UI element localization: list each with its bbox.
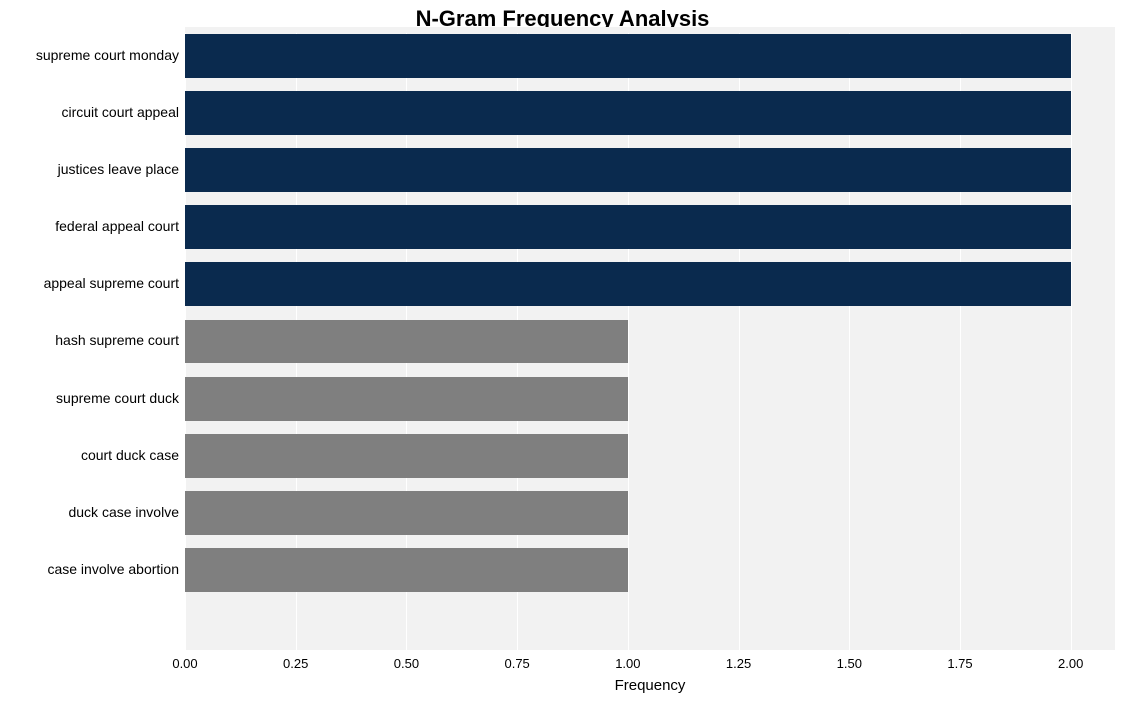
y-tick-label: federal appeal court	[0, 218, 179, 234]
chart-container: N-Gram Frequency Analysis Frequency supr…	[0, 0, 1125, 701]
x-tick-label: 0.50	[381, 656, 431, 671]
bar	[185, 548, 628, 592]
bar	[185, 34, 1071, 78]
plot-area	[185, 33, 1115, 650]
y-tick-label: circuit court appeal	[0, 104, 179, 120]
y-tick-label: case involve abortion	[0, 561, 179, 577]
bar	[185, 434, 628, 478]
bar	[185, 262, 1071, 306]
x-tick-label: 0.00	[160, 656, 210, 671]
y-tick-label: duck case involve	[0, 504, 179, 520]
x-tick-label: 0.75	[492, 656, 542, 671]
x-tick-label: 0.25	[271, 656, 321, 671]
grid-line	[1071, 33, 1072, 650]
y-tick-label: hash supreme court	[0, 332, 179, 348]
x-tick-label: 1.75	[935, 656, 985, 671]
bar	[185, 320, 628, 364]
bar	[185, 377, 628, 421]
y-tick-label: justices leave place	[0, 161, 179, 177]
bar	[185, 91, 1071, 135]
y-tick-label: court duck case	[0, 447, 179, 463]
y-tick-label: appeal supreme court	[0, 275, 179, 291]
row-stripe	[185, 599, 1115, 650]
bar	[185, 148, 1071, 192]
bar	[185, 205, 1071, 249]
y-tick-label: supreme court monday	[0, 47, 179, 63]
y-tick-label: supreme court duck	[0, 390, 179, 406]
x-axis-title: Frequency	[185, 677, 1115, 694]
x-tick-label: 1.00	[603, 656, 653, 671]
bar	[185, 491, 628, 535]
x-tick-label: 1.50	[824, 656, 874, 671]
x-tick-label: 2.00	[1046, 656, 1096, 671]
x-tick-label: 1.25	[714, 656, 764, 671]
